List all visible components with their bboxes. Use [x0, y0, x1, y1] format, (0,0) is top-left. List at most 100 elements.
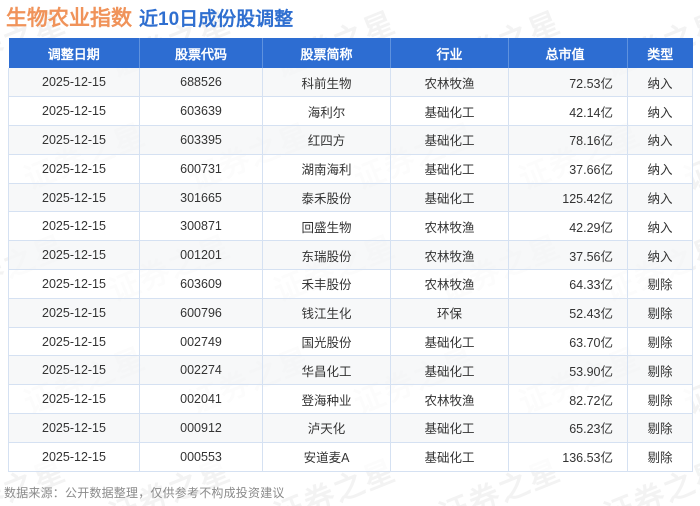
- cell-code: 603395: [139, 125, 263, 155]
- column-header-mktcap[interactable]: 总市值: [508, 38, 628, 68]
- cell-mktcap: 53.90亿: [508, 355, 628, 386]
- cell-industry: 基础化工: [390, 125, 509, 155]
- cell-code: 002749: [139, 327, 263, 357]
- column-header-date[interactable]: 调整日期: [8, 38, 140, 68]
- cell-name: 钱江生化: [262, 298, 391, 328]
- cell-industry: 农林牧渔: [390, 240, 509, 271]
- cell-name: 登海种业: [262, 384, 391, 415]
- cell-date: 2025-12-15: [8, 413, 140, 443]
- index-name: 生物农业指数: [6, 7, 132, 30]
- cell-date: 2025-12-15: [8, 240, 140, 271]
- cell-date: 2025-12-15: [8, 96, 140, 127]
- cell-type: 剔除: [627, 442, 693, 472]
- table-header-row: 调整日期 股票代码 股票简称 行业 总市值 类型: [8, 38, 693, 68]
- cell-date: 2025-12-15: [8, 125, 140, 155]
- cell-industry: 基础化工: [390, 154, 509, 184]
- cell-code: 001201: [139, 240, 263, 271]
- cell-mktcap: 125.42亿: [508, 183, 628, 213]
- table-row[interactable]: 2025-12-15 001201 东瑞股份 农林牧渔 37.56亿 纳入: [8, 240, 693, 271]
- cell-industry: 基础化工: [390, 413, 509, 443]
- cell-industry: 农林牧渔: [390, 211, 509, 242]
- table-row[interactable]: 2025-12-15 603395 红四方 基础化工 78.16亿 纳入: [8, 125, 693, 155]
- cell-industry: 农林牧渔: [390, 269, 509, 299]
- cell-type: 纳入: [627, 240, 693, 271]
- cell-industry: 环保: [390, 298, 509, 328]
- cell-name: 泸天化: [262, 413, 391, 443]
- cell-date: 2025-12-15: [8, 384, 140, 415]
- cell-type: 剔除: [627, 327, 693, 357]
- cell-name: 泰禾股份: [262, 183, 391, 213]
- table-row[interactable]: 2025-12-15 002041 登海种业 农林牧渔 82.72亿 剔除: [8, 384, 693, 415]
- cell-name: 回盛生物: [262, 211, 391, 242]
- column-header-type[interactable]: 类型: [627, 38, 693, 68]
- page-subtitle: 近10日成份股调整: [139, 9, 294, 30]
- table-row[interactable]: 2025-12-15 688526 科前生物 农林牧渔 72.53亿 纳入: [8, 68, 693, 98]
- cell-mktcap: 63.70亿: [508, 327, 628, 357]
- cell-mktcap: 64.33亿: [508, 269, 628, 299]
- cell-date: 2025-12-15: [8, 355, 140, 386]
- cell-mktcap: 136.53亿: [508, 442, 628, 472]
- constituent-adjustment-table: 调整日期 股票代码 股票简称 行业 总市值 类型 2025-12-15 68852…: [8, 38, 693, 472]
- cell-name: 湖南海利: [262, 154, 391, 184]
- cell-code: 000912: [139, 413, 263, 443]
- cell-industry: 农林牧渔: [390, 384, 509, 415]
- table-row[interactable]: 2025-12-15 600731 湖南海利 基础化工 37.66亿 纳入: [8, 154, 693, 184]
- cell-code: 603639: [139, 96, 263, 127]
- cell-name: 红四方: [262, 125, 391, 155]
- table-row[interactable]: 2025-12-15 603609 禾丰股份 农林牧渔 64.33亿 剔除: [8, 269, 693, 299]
- cell-mktcap: 42.14亿: [508, 96, 628, 127]
- table-row[interactable]: 2025-12-15 002749 国光股份 基础化工 63.70亿 剔除: [8, 327, 693, 357]
- cell-code: 000553: [139, 442, 263, 472]
- cell-code: 603609: [139, 269, 263, 299]
- cell-code: 600796: [139, 298, 263, 328]
- data-source-note: 数据来源：公开数据整理，仅供参考不构成投资建议: [4, 486, 285, 500]
- table-row[interactable]: 2025-12-15 603639 海利尔 基础化工 42.14亿 纳入: [8, 96, 693, 127]
- cell-code: 688526: [139, 68, 263, 98]
- cell-name: 安道麦A: [262, 442, 391, 472]
- cell-type: 剔除: [627, 384, 693, 415]
- table-row[interactable]: 2025-12-15 301665 泰禾股份 基础化工 125.42亿 纳入: [8, 183, 693, 213]
- cell-mktcap: 42.29亿: [508, 211, 628, 242]
- cell-name: 华昌化工: [262, 355, 391, 386]
- cell-mktcap: 37.56亿: [508, 240, 628, 271]
- cell-date: 2025-12-15: [8, 442, 140, 472]
- table-body: 2025-12-15 688526 科前生物 农林牧渔 72.53亿 纳入 2025-12-…: [8, 68, 693, 472]
- table-row[interactable]: 2025-12-15 000553 安道麦A 基础化工 136.53亿 剔除: [8, 442, 693, 472]
- cell-type: 纳入: [627, 211, 693, 242]
- data-table: 调整日期 股票代码 股票简称 行业 总市值 类型 2025-12-15 68852…: [8, 38, 693, 472]
- cell-industry: 基础化工: [390, 183, 509, 213]
- cell-type: 纳入: [627, 125, 693, 155]
- cell-date: 2025-12-15: [8, 154, 140, 184]
- table-header: 调整日期 股票代码 股票简称 行业 总市值 类型: [8, 38, 693, 68]
- cell-code: 002041: [139, 384, 263, 415]
- column-header-code[interactable]: 股票代码: [139, 38, 263, 68]
- cell-name: 东瑞股份: [262, 240, 391, 271]
- cell-type: 纳入: [627, 68, 693, 98]
- cell-type: 剔除: [627, 355, 693, 386]
- cell-mktcap: 37.66亿: [508, 154, 628, 184]
- cell-industry: 基础化工: [390, 355, 509, 386]
- cell-date: 2025-12-15: [8, 269, 140, 299]
- column-header-industry[interactable]: 行业: [390, 38, 509, 68]
- cell-industry: 基础化工: [390, 96, 509, 127]
- cell-type: 纳入: [627, 96, 693, 127]
- cell-code: 300871: [139, 211, 263, 242]
- cell-name: 科前生物: [262, 68, 391, 98]
- cell-mktcap: 65.23亿: [508, 413, 628, 443]
- cell-name: 海利尔: [262, 96, 391, 127]
- table-row[interactable]: 2025-12-15 000912 泸天化 基础化工 65.23亿 剔除: [8, 413, 693, 443]
- page-title: 生物农业指数 近10日成份股调整: [6, 6, 293, 32]
- cell-name: 禾丰股份: [262, 269, 391, 299]
- cell-industry: 农林牧渔: [390, 68, 509, 98]
- cell-mktcap: 72.53亿: [508, 68, 628, 98]
- cell-type: 剔除: [627, 269, 693, 299]
- column-header-name[interactable]: 股票简称: [262, 38, 391, 68]
- cell-industry: 基础化工: [390, 442, 509, 472]
- cell-date: 2025-12-15: [8, 68, 140, 98]
- cell-type: 剔除: [627, 413, 693, 443]
- table-row[interactable]: 2025-12-15 600796 钱江生化 环保 52.43亿 剔除: [8, 298, 693, 328]
- cell-industry: 基础化工: [390, 327, 509, 357]
- table-row[interactable]: 2025-12-15 300871 回盛生物 农林牧渔 42.29亿 纳入: [8, 211, 693, 242]
- cell-code: 301665: [139, 183, 263, 213]
- table-row[interactable]: 2025-12-15 002274 华昌化工 基础化工 53.90亿 剔除: [8, 355, 693, 386]
